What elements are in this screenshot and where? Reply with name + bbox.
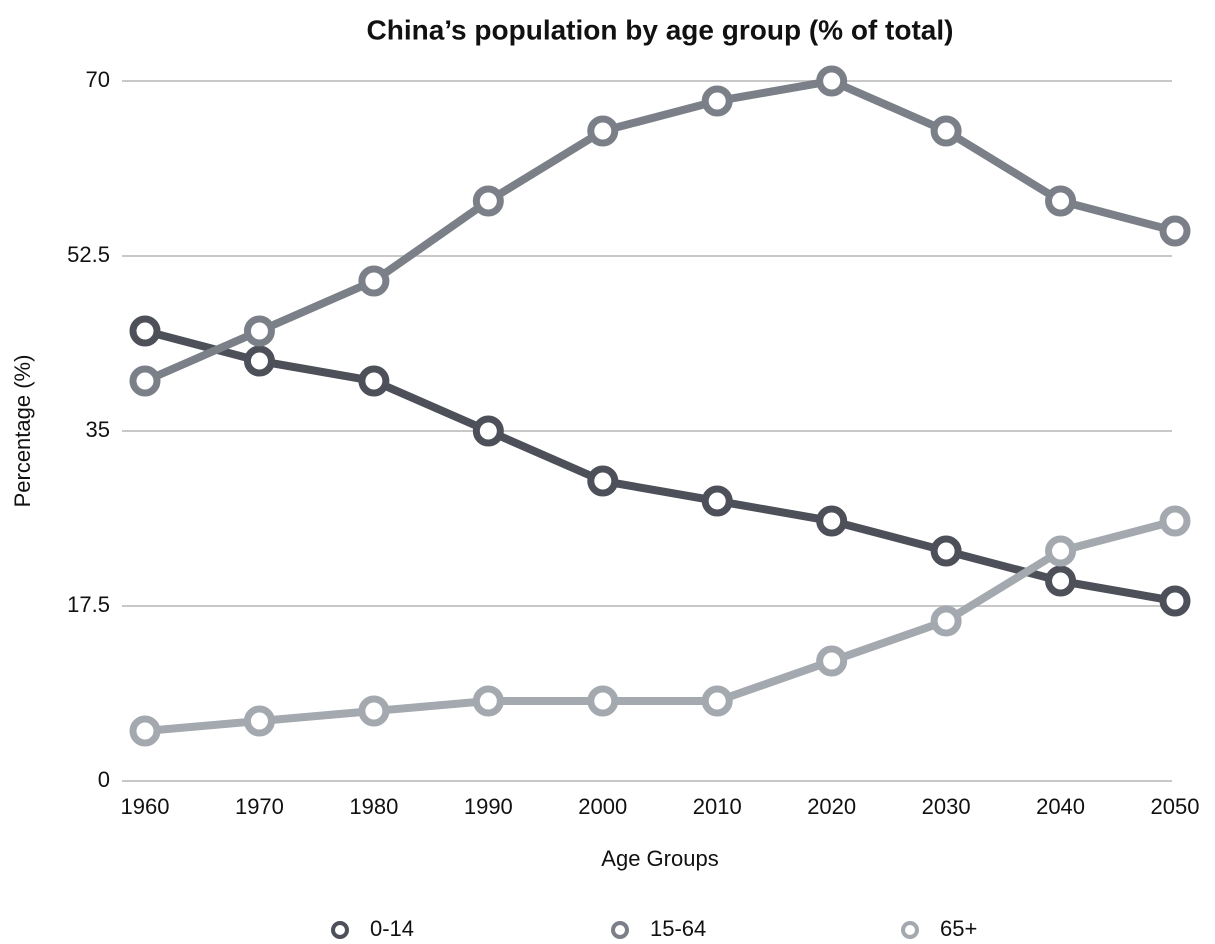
data-point: [358, 365, 390, 397]
y-tick-label: 52.5: [67, 242, 110, 267]
series-line: [143, 327, 1176, 605]
data-point: [358, 695, 390, 727]
x-tick-label: 1980: [349, 794, 398, 819]
data-point: [816, 505, 848, 537]
data-point: [472, 685, 504, 717]
data-point: [472, 185, 504, 217]
data-point: [587, 685, 619, 717]
legend-marker: [901, 921, 919, 939]
data-point: [701, 685, 733, 717]
series-line: [143, 77, 1177, 385]
x-tick-label: 2000: [578, 794, 627, 819]
data-point: [472, 415, 504, 447]
x-tick-label: 2020: [807, 794, 856, 819]
legend-marker: [331, 921, 349, 939]
x-tick-label: 1960: [121, 794, 170, 819]
x-tick-label: 2030: [922, 794, 971, 819]
data-point: [1045, 535, 1077, 567]
data-point: [930, 535, 962, 567]
data-point: [587, 115, 619, 147]
x-tick-label: 2040: [1036, 794, 1085, 819]
series-line: [144, 517, 1177, 735]
x-axis-label: Age Groups: [601, 846, 718, 871]
legend-label: 65+: [940, 916, 977, 941]
legend-label: 0-14: [370, 916, 414, 941]
data-point: [816, 65, 848, 97]
x-tick-label: 1990: [464, 794, 513, 819]
legend-label: 15-64: [650, 916, 706, 941]
chart-title: China’s population by age group (% of to…: [367, 14, 954, 45]
x-tick-label: 1970: [235, 794, 284, 819]
data-point: [1159, 585, 1191, 617]
data-point: [243, 345, 275, 377]
data-point: [1045, 185, 1077, 217]
data-point: [587, 465, 619, 497]
data-point: [701, 85, 733, 117]
y-axis-label: Percentage (%): [10, 355, 35, 508]
data-point: [243, 705, 275, 737]
data-point: [1045, 565, 1077, 597]
data-point: [243, 315, 275, 347]
y-tick-label: 17.5: [67, 592, 110, 617]
data-point: [1159, 505, 1191, 537]
y-tick-label: 70: [86, 67, 110, 92]
y-tick-label: 35: [86, 417, 110, 442]
data-point: [129, 315, 161, 347]
legend-marker: [611, 921, 629, 939]
y-tick-label: 0: [98, 767, 110, 792]
data-point: [358, 265, 390, 297]
data-point: [930, 115, 962, 147]
data-point: [1159, 215, 1191, 247]
data-point: [129, 715, 161, 747]
data-point: [816, 645, 848, 677]
x-tick-label: 2010: [693, 794, 742, 819]
data-point: [701, 485, 733, 517]
data-point: [930, 605, 962, 637]
x-tick-label: 2050: [1151, 794, 1200, 819]
data-point: [129, 365, 161, 397]
